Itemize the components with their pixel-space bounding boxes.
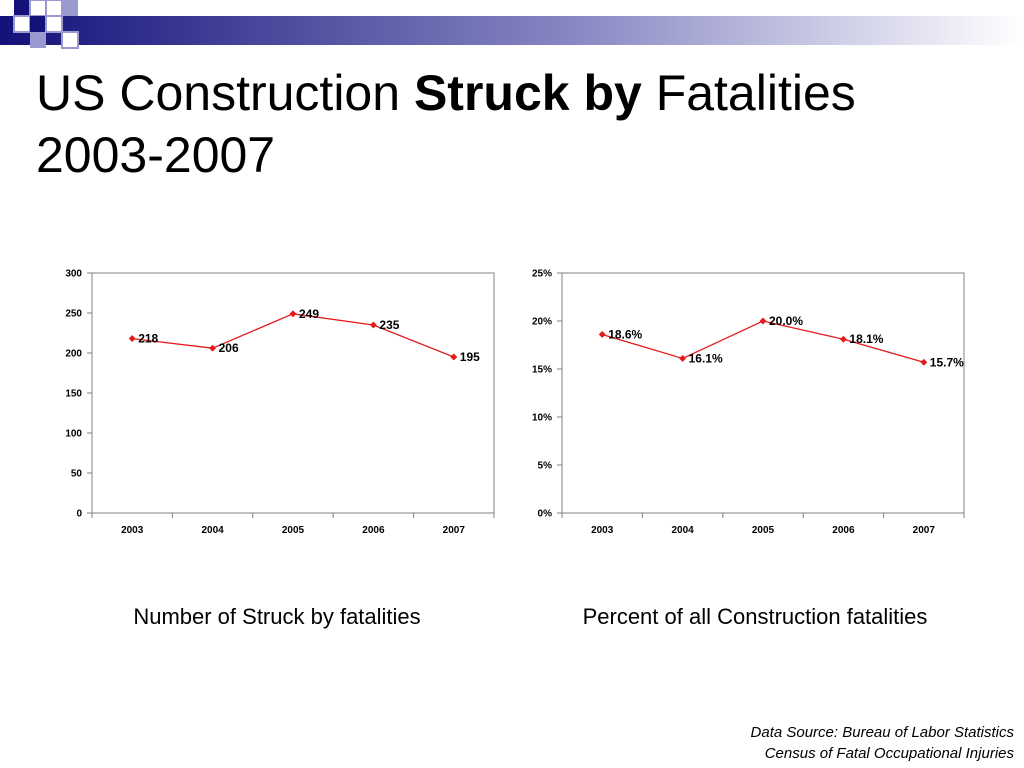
y-tick-label: 0 [76, 509, 82, 520]
x-tick-label: 2003 [121, 525, 144, 536]
y-tick-label: 100 [65, 429, 82, 440]
title-years: 2003-2007 [36, 127, 276, 183]
deco-square [30, 32, 46, 48]
x-tick-label: 2003 [591, 525, 614, 536]
data-point-marker [920, 358, 928, 366]
y-tick-label: 0% [538, 509, 553, 520]
y-tick-label: 15% [532, 365, 552, 376]
data-point-marker [289, 310, 297, 318]
deco-square [29, 0, 47, 17]
deco-square [45, 15, 63, 33]
title-text: US Construction [36, 65, 414, 121]
y-tick-label: 25% [532, 269, 552, 280]
data-label: 18.1% [849, 332, 883, 346]
data-point-marker [679, 354, 687, 362]
plot-area-border [91, 272, 495, 514]
data-point-marker [839, 335, 847, 343]
data-label: 16.1% [689, 351, 723, 365]
data-point-marker [369, 321, 377, 329]
header-gradient-bar [0, 16, 1024, 45]
fatalities-percent-plot: 0% 5% 10% 15% 20% 25% 2003 2004 2005 2006 2007 18.6… [532, 269, 965, 536]
data-source-line1: Data Source: Bureau of Labor Statistics [750, 724, 1014, 741]
data-point-marker [209, 344, 217, 352]
slide-title: US Construction Struck by Fatalities 200… [36, 62, 1006, 186]
x-tick-label: 2004 [201, 525, 224, 536]
data-source-line2: Census of Fatal Occupational Injuries [764, 745, 1014, 762]
data-label: 15.7% [930, 355, 964, 369]
plot-area-border [561, 272, 965, 514]
y-tick-label: 5% [538, 461, 553, 472]
right-chart-caption: Percent of all Construction fatalities [582, 604, 928, 629]
y-tick-label: 50 [71, 469, 83, 480]
deco-square [62, 0, 78, 16]
x-tick-label: 2007 [913, 525, 936, 536]
data-label: 249 [299, 307, 319, 321]
fatalities-percent-chart: 0% 5% 10% 15% 20% 25% 2003 2004 2005 2006 2007 18.6… [520, 262, 980, 552]
fatalities-count-plot: 0 50 100 150 200 250 300 2003 2004 2005 2006 2007 21… [65, 269, 495, 536]
left-chart-caption: Number of Struck by fatalities [133, 604, 421, 629]
y-tick-label: 150 [65, 389, 82, 400]
x-tick-label: 2006 [362, 525, 385, 536]
deco-square [13, 15, 31, 33]
data-source-note: Data Source: Bureau of Labor Statistics … [751, 722, 1014, 764]
data-label: 218 [138, 332, 158, 346]
data-point-marker [598, 330, 606, 338]
y-tick-label: 20% [532, 317, 552, 328]
y-tick-label: 10% [532, 413, 552, 424]
data-label: 235 [379, 318, 399, 332]
data-point-marker [128, 335, 136, 343]
series-line [132, 313, 455, 358]
data-point-marker [450, 353, 458, 361]
x-tick-label: 2007 [443, 525, 466, 536]
data-point-marker [759, 317, 767, 325]
x-tick-label: 2005 [752, 525, 775, 536]
deco-square [14, 0, 30, 16]
y-tick-label: 300 [65, 269, 82, 280]
title-text-end: Fatalities [641, 65, 856, 121]
y-tick-label: 250 [65, 309, 82, 320]
x-tick-label: 2004 [671, 525, 694, 536]
title-bold-text: Struck by [413, 65, 642, 121]
deco-square [45, 0, 63, 17]
y-tick-label: 200 [65, 349, 82, 360]
data-label: 18.6% [608, 327, 642, 341]
deco-square [30, 16, 46, 32]
fatalities-count-chart: 0 50 100 150 200 250 300 2003 2004 2005 2006 2007 21… [50, 262, 510, 552]
deco-square [61, 31, 79, 49]
slide-decoration [0, 0, 1024, 49]
data-label: 206 [219, 341, 239, 355]
x-tick-label: 2005 [282, 525, 305, 536]
data-label: 20.0% [769, 314, 803, 328]
x-tick-label: 2006 [832, 525, 855, 536]
data-label: 195 [460, 350, 480, 364]
